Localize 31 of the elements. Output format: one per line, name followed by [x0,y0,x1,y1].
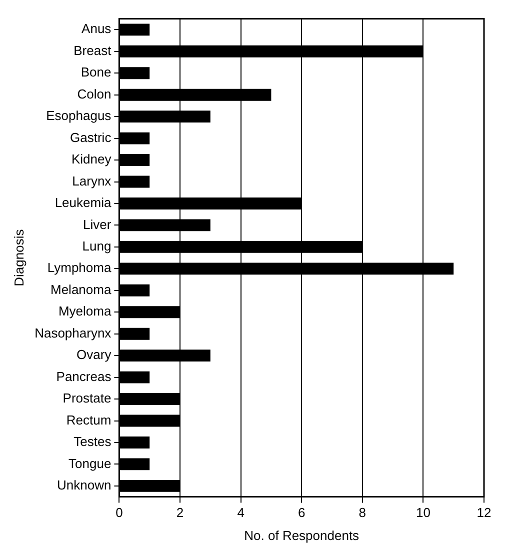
y-tick-label: Prostate [62,390,112,406]
x-tick-label: 2 [176,505,184,520]
y-tick-label: Kidney [71,152,112,167]
x-tick-label: 8 [358,505,366,520]
y-axis-title: Diagnosis [11,228,26,286]
y-tick-label: Breast [74,42,112,58]
y-tick-label: Myeloma [58,304,112,319]
x-tick-label: 6 [298,505,306,520]
x-tick-label: 12 [476,505,492,520]
y-tick-label: Ovary [76,347,112,362]
y-tick-label: Testes [74,434,112,450]
x-tick-label: 0 [116,505,123,520]
y-tick-label: Bone [80,64,112,80]
y-tick-label: Unknown [56,478,112,493]
y-tick-label: Pancreas [56,368,112,384]
y-tick-label: Larynx [72,173,112,188]
y-tick-label: Anus [82,21,112,36]
y-tick-label: Liver [83,216,112,232]
x-axis-title: No. of Respondents [244,528,360,543]
y-tick-label: Lung [82,238,112,254]
y-tick-label: Leukemia [54,195,112,210]
y-tick-label: Lymphoma [47,260,112,276]
x-tick-label: 4 [237,505,244,520]
y-tick-label: Esophagus [46,108,112,124]
y-tick-label: Tongue [68,456,112,471]
y-tick-label: Melanoma [50,282,112,297]
x-tick-label: 10 [416,505,430,520]
y-tick-label: Nasopharynx [34,325,112,340]
y-tick-label: Colon [77,86,112,102]
y-tick-label: Rectum [66,412,112,428]
y-tick-label: Gastric [70,130,112,145]
